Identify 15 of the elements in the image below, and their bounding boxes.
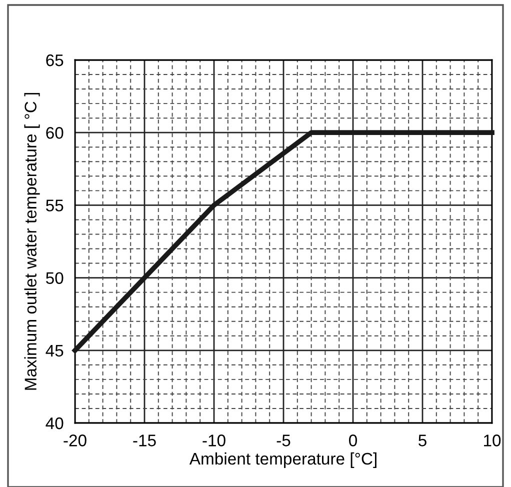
y-tick-label: 45 [46, 344, 64, 357]
y-tick-label: 55 [46, 200, 64, 212]
y-tick-label: 60 [46, 127, 64, 139]
y-tick-label: 40 [46, 417, 64, 430]
y-tick-label: 50 [46, 272, 64, 284]
x-tick-label: -20 [64, 434, 86, 446]
x-tick-label: -15 [133, 434, 156, 446]
x-tick-label: 0 [349, 434, 357, 446]
x-axis-title: Ambient temperature [°C] [189, 452, 376, 468]
y-tick-label: 65 [46, 54, 64, 66]
x-tick-label: 10 [484, 434, 501, 446]
y-axis-title: Maximum outlet water temperature [ °C ] [24, 93, 40, 390]
x-tick-label: -5 [276, 434, 290, 446]
x-tick-label: -10 [202, 434, 226, 446]
x-tick-label: 5 [418, 434, 426, 446]
